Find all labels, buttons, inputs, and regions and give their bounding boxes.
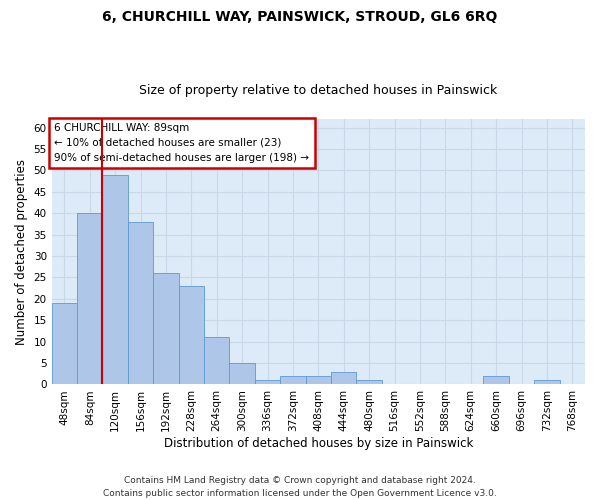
Bar bbox=[52, 303, 77, 384]
Bar bbox=[103, 174, 128, 384]
Title: Size of property relative to detached houses in Painswick: Size of property relative to detached ho… bbox=[139, 84, 497, 97]
Bar bbox=[356, 380, 382, 384]
Text: Contains HM Land Registry data © Crown copyright and database right 2024.
Contai: Contains HM Land Registry data © Crown c… bbox=[103, 476, 497, 498]
Y-axis label: Number of detached properties: Number of detached properties bbox=[15, 158, 28, 344]
Bar bbox=[229, 363, 255, 384]
Bar bbox=[204, 338, 229, 384]
Bar bbox=[153, 273, 179, 384]
Bar bbox=[305, 376, 331, 384]
X-axis label: Distribution of detached houses by size in Painswick: Distribution of detached houses by size … bbox=[164, 437, 473, 450]
Text: 6 CHURCHILL WAY: 89sqm
← 10% of detached houses are smaller (23)
90% of semi-det: 6 CHURCHILL WAY: 89sqm ← 10% of detached… bbox=[55, 123, 310, 162]
Bar bbox=[255, 380, 280, 384]
Bar bbox=[280, 376, 305, 384]
Text: 6, CHURCHILL WAY, PAINSWICK, STROUD, GL6 6RQ: 6, CHURCHILL WAY, PAINSWICK, STROUD, GL6… bbox=[103, 10, 497, 24]
Bar bbox=[128, 222, 153, 384]
Bar bbox=[484, 376, 509, 384]
Bar bbox=[331, 372, 356, 384]
Bar bbox=[179, 286, 204, 384]
Bar bbox=[534, 380, 560, 384]
Bar bbox=[77, 213, 103, 384]
